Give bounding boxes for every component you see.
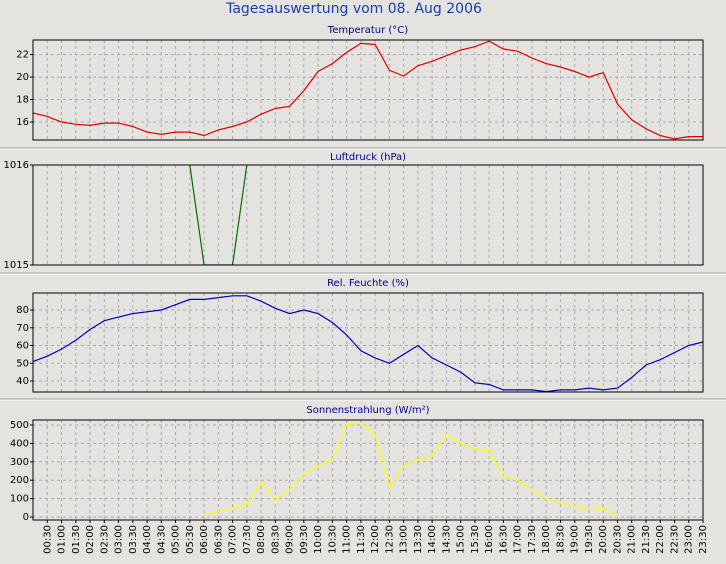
x-tick-label: 15:00	[456, 525, 467, 554]
x-tick-label: 11:30	[356, 525, 367, 554]
x-tick-label: 21:00	[627, 525, 638, 554]
panel-title: Luftdruck (hPa)	[330, 152, 406, 163]
x-tick-label: 20:00	[598, 525, 609, 554]
x-tick-label: 13:30	[413, 525, 424, 554]
data-line	[203, 422, 618, 518]
x-tick-label: 22:00	[655, 525, 666, 554]
x-tick-label: 05:30	[185, 525, 196, 554]
x-tick-label: 13:00	[399, 525, 410, 554]
y-tick-label: 200	[10, 475, 29, 486]
y-tick-label: 70	[16, 323, 29, 334]
x-tick-label: 14:00	[427, 525, 438, 554]
x-tick-label: 07:30	[242, 525, 253, 554]
x-tick-label: 03:30	[128, 525, 139, 554]
x-tick-label: 00:30	[42, 525, 53, 554]
x-tick-label: 15:30	[470, 525, 481, 554]
x-tick-label: 20:30	[612, 525, 623, 554]
plot-area	[33, 40, 703, 140]
x-tick-label: 01:00	[57, 525, 68, 554]
x-tick-label: 18:00	[541, 525, 552, 554]
x-tick-label: 17:00	[513, 525, 524, 554]
x-tick-label: 22:30	[669, 525, 680, 554]
x-tick-label: 23:00	[684, 525, 695, 554]
plot-area	[189, 165, 248, 265]
x-tick-label: 21:30	[641, 525, 652, 554]
x-tick-label: 06:30	[213, 525, 224, 554]
x-tick-label: 23:30	[698, 525, 709, 554]
x-tick-label: 08:30	[270, 525, 281, 554]
x-tick-label: 18:30	[555, 525, 566, 554]
data-line	[189, 165, 248, 265]
y-tick-label: 20	[16, 72, 29, 83]
x-tick-label: 10:30	[327, 525, 338, 554]
plot-frame	[32, 164, 704, 266]
data-line	[33, 40, 703, 140]
x-tick-label: 09:00	[285, 525, 296, 554]
y-tick-label: 22	[16, 50, 29, 61]
y-tick-label: 16	[16, 117, 29, 128]
plot-frame	[32, 39, 704, 141]
x-tick-label: 09:30	[299, 525, 310, 554]
panel-title: Rel. Feuchte (%)	[327, 278, 409, 289]
x-tick-label: 04:30	[156, 525, 167, 554]
plot-area	[203, 422, 618, 518]
x-tick-label: 07:00	[228, 525, 239, 554]
x-tick-label: 04:00	[142, 525, 153, 554]
x-tick-label: 12:30	[384, 525, 395, 554]
x-tick-label: 02:30	[99, 525, 110, 554]
y-tick-label: 80	[16, 305, 29, 316]
data-line	[33, 295, 703, 392]
y-tick-label: 18	[16, 95, 29, 106]
plot-frame	[32, 419, 704, 521]
x-tick-label: 05:00	[171, 525, 182, 554]
x-tick-label: 14:30	[441, 525, 452, 554]
panel-title: Sonnenstrahlung (W/m²)	[306, 405, 429, 416]
x-tick-label: 10:00	[313, 525, 324, 554]
x-tick-label: 17:30	[527, 525, 538, 554]
x-tick-label: 06:00	[199, 525, 210, 554]
plot-frame	[32, 292, 704, 393]
y-tick-label: 40	[16, 376, 29, 387]
y-tick-label: 400	[10, 438, 29, 449]
y-tick-label: 0	[23, 512, 29, 523]
x-tick-label: 19:00	[570, 525, 581, 554]
y-tick-label: 500	[10, 420, 29, 431]
x-tick-label: 16:00	[484, 525, 495, 554]
y-tick-label: 300	[10, 457, 29, 468]
y-tick-label: 100	[10, 494, 29, 505]
x-tick-label: 01:30	[71, 525, 82, 554]
page-title: Tagesauswertung vom 08. Aug 2006	[225, 1, 482, 17]
y-tick-label: 1016	[4, 160, 29, 171]
plot-area	[33, 295, 703, 392]
x-tick-label: 16:30	[498, 525, 509, 554]
y-tick-label: 60	[16, 341, 29, 352]
x-tick-label: 03:00	[114, 525, 125, 554]
y-tick-label: 1015	[4, 260, 29, 271]
y-tick-label: 50	[16, 358, 29, 369]
x-tick-label: 11:00	[342, 525, 353, 554]
x-tick-label: 19:30	[584, 525, 595, 554]
panel-title: Temperatur (°C)	[327, 25, 408, 36]
x-tick-label: 12:00	[370, 525, 381, 554]
x-tick-label: 02:00	[85, 525, 96, 554]
x-tick-label: 08:00	[256, 525, 267, 554]
